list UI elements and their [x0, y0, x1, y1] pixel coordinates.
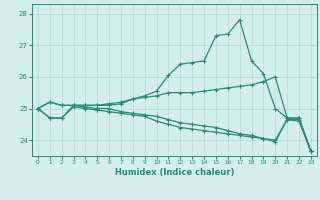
X-axis label: Humidex (Indice chaleur): Humidex (Indice chaleur)	[115, 168, 234, 177]
